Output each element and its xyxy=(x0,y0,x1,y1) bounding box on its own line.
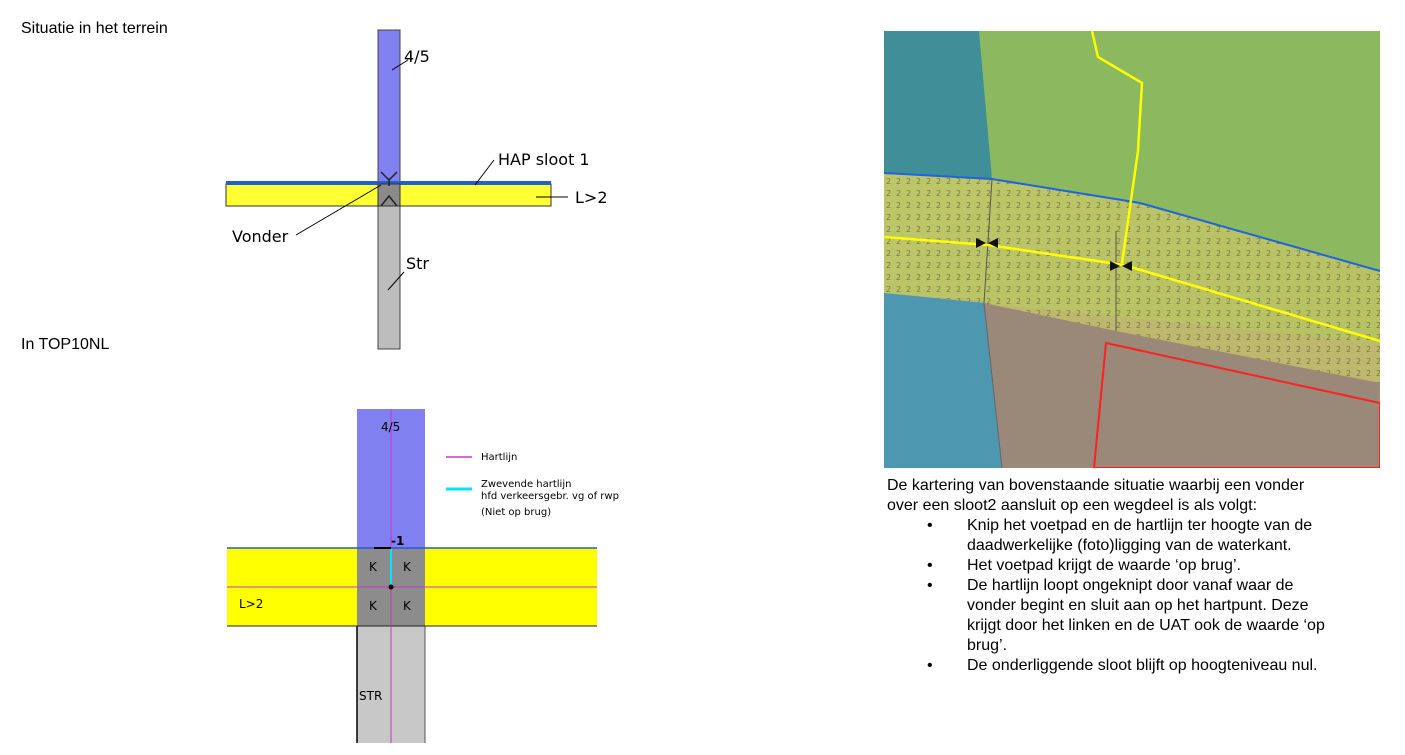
bullet-1-line-1: Knip het voetpad en de hartlijn ter hoog… xyxy=(967,517,1313,534)
bullet-3-line-3: krijgt door het linken en de UAT ook de … xyxy=(967,617,1325,634)
top10-heading: In TOP10NL xyxy=(21,336,110,353)
top10-label-minus1: -1 xyxy=(391,534,404,548)
aerial-bridge-symbol-2 xyxy=(1110,261,1132,271)
description-intro-2: over een sloot2 aansluit op een wegdeel … xyxy=(887,497,1258,514)
description-list: Knip het voetpad en de hartlijn ter hoog… xyxy=(887,516,1387,676)
aerial-road-line xyxy=(884,235,1380,343)
terrain-label-vonder: Vonder xyxy=(232,227,289,246)
aerial-map: 2 xyxy=(884,31,1380,468)
top10-label-str: STR xyxy=(359,689,382,703)
aerial-footpath-line xyxy=(1090,31,1144,264)
legend-hartlijn-label: Hartlijn xyxy=(481,452,517,463)
terrain-label-hap: HAP sloot 1 xyxy=(498,150,590,169)
description-intro-1: De kartering van bovenstaande situatie w… xyxy=(887,477,1305,494)
description: De kartering van bovenstaande situatie w… xyxy=(887,476,1387,676)
bullet-4-line-1: De onderliggende sloot blijft op hoogten… xyxy=(967,657,1318,674)
description-bullet: De onderliggende sloot blijft op hoogten… xyxy=(887,656,1387,676)
bullet-3-line-4: brug’. xyxy=(967,637,1008,654)
terrain-str-road xyxy=(377,183,401,350)
leader-str xyxy=(387,271,405,291)
aerial-building-outline xyxy=(1092,341,1380,468)
top10-cell-k-3: K xyxy=(369,599,378,613)
aerial-ditch-line xyxy=(884,172,1380,272)
legend-zwevende-label-2: hfd verkeersgebr. vg of rwp xyxy=(481,491,619,502)
aerial-water-bottom xyxy=(884,293,1002,468)
top10-cell-k-1: K xyxy=(369,560,378,574)
bridge-end-symbol xyxy=(380,194,398,207)
leader-hap xyxy=(474,159,495,186)
top10-hartpunt xyxy=(388,584,394,590)
bridge-start-symbol xyxy=(380,171,398,186)
aerial-bridge-symbol-1 xyxy=(976,238,998,248)
description-bullet: Knip het voetpad en de hartlijn ter hoog… xyxy=(887,516,1387,556)
bullet-3-line-2: vonder begint en sluit aan op het hartpu… xyxy=(967,597,1309,614)
terrain-label-l2: L>2 xyxy=(575,188,608,207)
bullet-3-line-1: De hartlijn loopt ongeknipt door vanaf w… xyxy=(967,577,1294,594)
top10-label-45: 4/5 xyxy=(381,420,400,434)
terrain-45-road xyxy=(377,29,401,185)
top10-label-l2: L>2 xyxy=(239,597,263,611)
legend-zwevende-label-3: (Niet op brug) xyxy=(481,507,551,518)
aerial-water-top xyxy=(884,31,1002,179)
terrain-label-str: Str xyxy=(406,254,429,273)
description-bullet: Het voetpad krijgt de waarde ‘op brug’. xyxy=(887,556,1387,576)
aerial-field xyxy=(979,31,1380,271)
legend-zwevende-label-1: Zwevende hartlijn xyxy=(481,479,571,490)
terrain-diagram: 4/5 HAP sloot 1 L>2 Vonder Str 4/5 -1 L>… xyxy=(225,29,619,743)
top10-cell-k-2: K xyxy=(403,560,412,574)
terrain-label-45: 4/5 xyxy=(404,47,430,66)
top10-cell-k-4: K xyxy=(403,599,412,613)
bullet-1-line-2: daadwerkelijke (foto)ligging van de wate… xyxy=(967,537,1292,554)
leader-vonder xyxy=(295,184,382,236)
bullet-2-line-1: Het voetpad krijgt de waarde ‘op brug’. xyxy=(967,557,1241,574)
leader-45 xyxy=(391,59,409,71)
description-bullet: De hartlijn loopt ongeknipt door vanaf w… xyxy=(887,576,1387,656)
terrain-heading: Situatie in het terrein xyxy=(21,20,168,37)
